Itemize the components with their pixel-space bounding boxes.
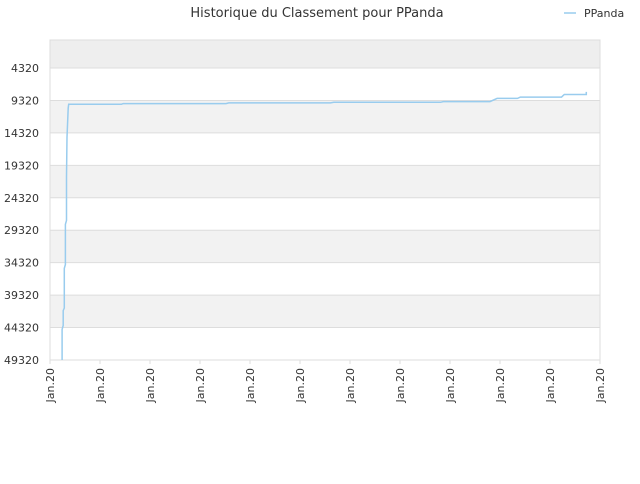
x-tick-label: Jan.20 [394, 368, 407, 403]
y-tick-label: 4320 [11, 62, 39, 75]
y-tick-label: 44320 [4, 322, 39, 335]
plot-area [61, 91, 588, 360]
y-tick-label: 34320 [4, 257, 39, 270]
x-axis: Jan.20 Jan.20 Jan.20 Jan.20 Jan.20 Jan.20 Jan.… [44, 360, 607, 403]
y-tick-label: 49320 [4, 354, 39, 367]
background-bands [50, 40, 600, 328]
legend: PPanda [564, 7, 624, 20]
y-tick-label: 24320 [4, 192, 39, 205]
x-tick-label: Jan.20 [444, 368, 457, 403]
y-axis: 4320 9320 14320 19320 24320 29320 34320 39320 44… [4, 62, 39, 367]
x-tick-label: Jan.20 [144, 368, 157, 403]
legend-label-ppanda: PPanda [584, 7, 624, 20]
series-line-ppanda [61, 91, 588, 360]
band [50, 40, 600, 69]
x-tick-label: Jan.20 [294, 368, 307, 403]
y-tick-label: 9320 [11, 94, 39, 107]
band [50, 165, 600, 198]
y-tick-label: 39320 [4, 289, 39, 302]
grid-lines [49, 39, 601, 361]
x-tick-label: Jan.20 [494, 368, 507, 403]
x-tick-label: Jan.20 [44, 368, 57, 403]
chart-title: Historique du Classement pour PPanda [190, 6, 443, 21]
x-tick-label: Jan.20 [94, 368, 107, 403]
plot-border [49, 39, 601, 361]
x-tick-label: Jan.20 [594, 368, 607, 403]
band [50, 295, 600, 328]
y-tick-label: 29320 [4, 224, 39, 237]
y-tick-label: 14320 [4, 127, 39, 140]
x-tick-label: Jan.20 [344, 368, 357, 403]
x-tick-label: Jan.20 [244, 368, 257, 403]
x-tick-label: Jan.20 [194, 368, 207, 403]
band [50, 100, 600, 133]
y-tick-label: 19320 [4, 159, 39, 172]
x-tick-label: Jan.20 [544, 368, 557, 403]
band [50, 230, 600, 263]
